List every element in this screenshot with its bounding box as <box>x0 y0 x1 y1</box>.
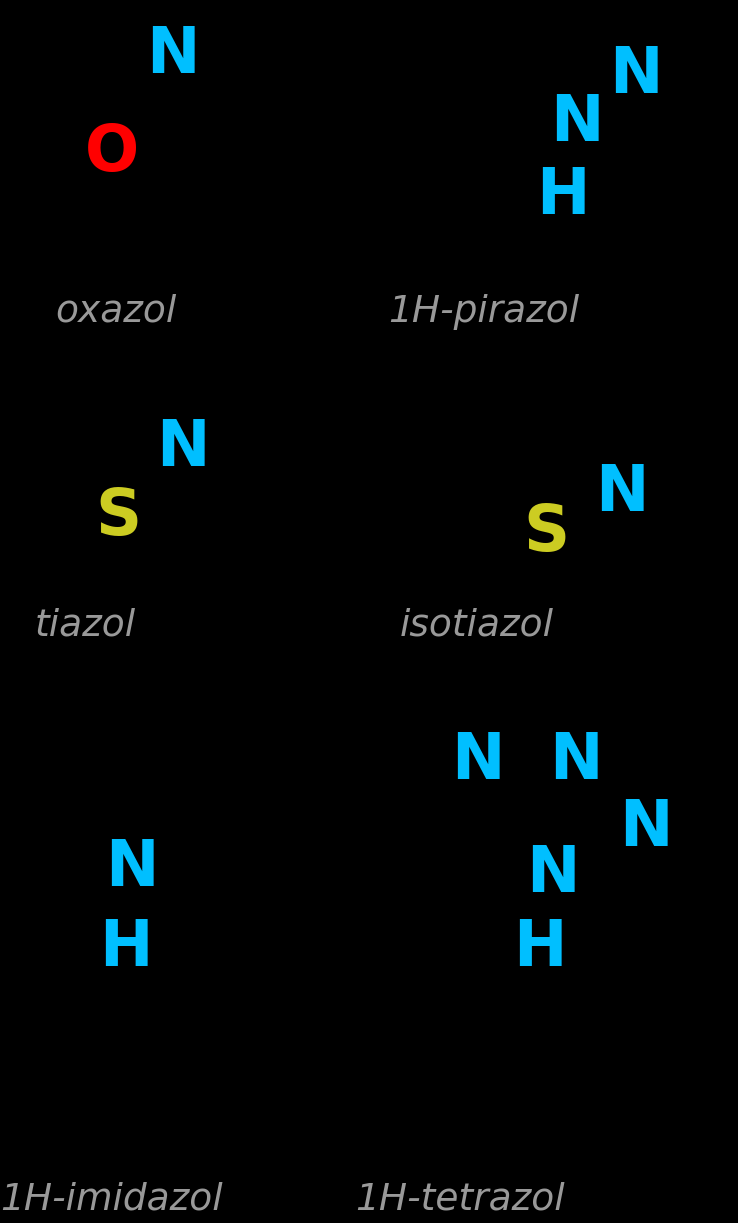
Text: H: H <box>513 917 567 978</box>
Text: N: N <box>526 843 580 905</box>
Text: N: N <box>146 24 200 86</box>
Text: 1H-pirazol: 1H-pirazol <box>388 294 579 330</box>
Text: tiazol: tiazol <box>35 607 136 643</box>
Text: N: N <box>451 730 505 793</box>
Text: N: N <box>106 837 159 899</box>
Text: N: N <box>551 92 604 154</box>
Text: H: H <box>537 165 590 227</box>
Text: isotiazol: isotiazol <box>400 607 554 643</box>
Text: O: O <box>85 122 139 183</box>
Text: N: N <box>549 730 603 793</box>
Text: oxazol: oxazol <box>55 294 176 330</box>
Text: N: N <box>596 462 649 523</box>
Text: N: N <box>610 44 663 106</box>
Text: 1H-imidazol: 1H-imidazol <box>0 1181 223 1218</box>
Text: N: N <box>156 417 210 479</box>
Text: N: N <box>619 797 673 859</box>
Text: S: S <box>523 501 569 564</box>
Text: S: S <box>95 486 141 548</box>
Text: 1H-tetrazol: 1H-tetrazol <box>355 1181 565 1218</box>
Text: H: H <box>99 917 153 978</box>
